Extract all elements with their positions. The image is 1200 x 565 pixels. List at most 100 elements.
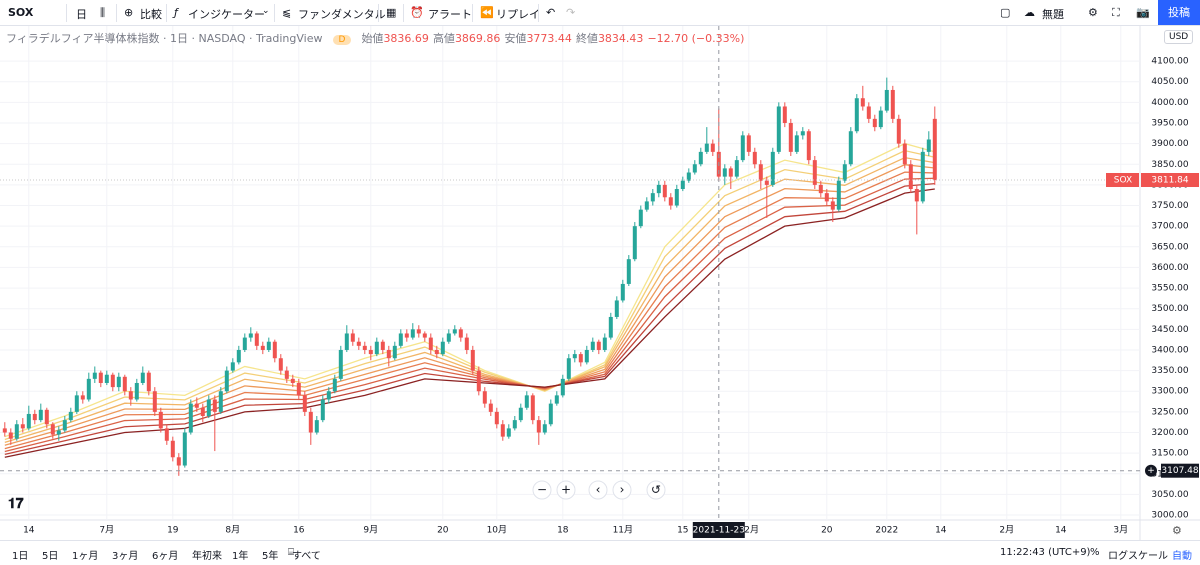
- candle-body: [470, 349, 475, 371]
- settings[interactable]: ⚙: [1088, 6, 1098, 19]
- alert[interactable]: アラート: [428, 8, 472, 21]
- candle-body: [800, 131, 805, 136]
- range-button[interactable]: 年初来: [192, 551, 222, 562]
- y-tick-label: 3900.00: [1151, 139, 1188, 149]
- candle-body: [410, 329, 415, 338]
- range-button[interactable]: 5日: [42, 551, 59, 562]
- percent-toggle[interactable]: %: [1090, 547, 1100, 558]
- separator: [378, 4, 379, 22]
- range-button[interactable]: 3ヶ月: [112, 551, 139, 562]
- nav-button[interactable]: [556, 480, 576, 500]
- candle-body: [722, 168, 727, 177]
- x-tick-label: 16: [293, 526, 305, 536]
- candle-body: [230, 362, 235, 371]
- candle-body: [584, 349, 589, 363]
- candle-body: [50, 424, 55, 435]
- indicators[interactable]: インジケーター: [188, 8, 265, 21]
- candle-body: [338, 349, 343, 379]
- undo[interactable]: ↶: [546, 6, 556, 19]
- y-tick-label: 3150.00: [1151, 449, 1188, 459]
- candle-body: [878, 110, 883, 128]
- replay[interactable]: リプレイ: [496, 8, 540, 21]
- candle-body: [14, 424, 19, 439]
- nav-button[interactable]: [588, 480, 608, 500]
- nav-button[interactable]: [646, 480, 666, 500]
- symbol[interactable]: SOX: [8, 6, 34, 19]
- candle-body: [200, 407, 205, 416]
- candle-body: [554, 395, 559, 404]
- candle-body: [524, 395, 529, 408]
- chart-type-icon[interactable]: ⫼: [100, 6, 106, 19]
- legend-value: 3773.44: [526, 32, 572, 45]
- x-tick-label: 15: [677, 526, 688, 536]
- separator: [472, 4, 473, 22]
- range-button[interactable]: 1ヶ月: [72, 551, 99, 562]
- replay-icon: ⏪: [480, 6, 494, 19]
- separator: [274, 4, 275, 22]
- candle-body: [824, 193, 829, 202]
- candle-body: [392, 345, 397, 359]
- candle-body: [74, 395, 79, 412]
- nav-icon: −: [537, 483, 547, 497]
- candle-body: [908, 164, 913, 190]
- candle-body: [566, 358, 571, 379]
- range-button[interactable]: すべて: [292, 551, 321, 562]
- snapshot[interactable]: 📷: [1136, 6, 1150, 19]
- log-toggle[interactable]: ログスケール: [1108, 551, 1168, 562]
- fullscreen[interactable]: ⛶: [1112, 6, 1120, 19]
- fullscreen-box[interactable]: ▢: [1000, 6, 1011, 19]
- candle-body: [218, 391, 223, 412]
- dropdown-icon: ⌄: [262, 6, 270, 16]
- candle-body: [734, 160, 739, 177]
- candle-body: [98, 372, 103, 383]
- y-tick-label: 3450.00: [1151, 325, 1188, 335]
- legend: フィラデルフィア半導体株指数 · 1日 · NASDAQ · TradingVi…: [6, 30, 748, 46]
- currency[interactable]: USD: [1164, 30, 1194, 44]
- y-tick-label: 3300.00: [1151, 387, 1188, 397]
- ribbon-line: [4, 171, 935, 450]
- candle-body: [92, 372, 97, 379]
- axis-settings[interactable]: ⚙: [1172, 524, 1182, 537]
- candle-body: [842, 164, 847, 181]
- candle-body: [692, 164, 697, 173]
- range-button[interactable]: 5年: [262, 551, 279, 562]
- candle-body: [128, 391, 133, 400]
- candle-body: [386, 349, 391, 359]
- candle-body: [62, 420, 67, 431]
- publish-button[interactable]: 投稿: [1158, 0, 1200, 25]
- candle-body: [758, 164, 763, 181]
- date-range-icon[interactable]: ⌸: [288, 547, 294, 558]
- candle-body: [812, 160, 817, 185]
- candle-body: [614, 300, 619, 317]
- add-alert[interactable]: [1145, 464, 1157, 477]
- compare[interactable]: 比較: [140, 8, 162, 21]
- compare-icon: ⊕: [124, 6, 134, 19]
- candle-body: [182, 432, 187, 466]
- legend-label: 始値: [361, 32, 384, 45]
- candle-body: [782, 106, 787, 123]
- fundamentals[interactable]: ファンダメンタル: [298, 8, 386, 21]
- nav-button[interactable]: [612, 480, 632, 500]
- range-button[interactable]: 1日: [12, 551, 29, 562]
- candle-body: [872, 118, 877, 128]
- auto-toggle[interactable]: 自動: [1172, 551, 1192, 562]
- candle-body: [518, 407, 523, 421]
- layout-icon[interactable]: ▦: [386, 6, 397, 19]
- layout-name[interactable]: 無題: [1042, 8, 1064, 21]
- candle-body: [326, 391, 331, 400]
- ribbon-line: [4, 177, 935, 453]
- nav-icon: +: [561, 483, 571, 497]
- candle-body: [896, 118, 901, 144]
- redo[interactable]: ↷: [566, 6, 576, 19]
- nav-button[interactable]: [532, 480, 552, 500]
- legend-value: 3834.43: [597, 32, 644, 45]
- candle-body: [80, 395, 85, 400]
- x-tick-label: 11月: [613, 525, 633, 536]
- range-button[interactable]: 1年: [232, 551, 249, 562]
- candle-body: [632, 226, 637, 260]
- range-button[interactable]: 6ヶ月: [152, 551, 179, 562]
- interval[interactable]: 日: [76, 8, 87, 21]
- candle-body: [602, 337, 607, 350]
- legend-title: フィラデルフィア半導体株指数 · 1日 · NASDAQ · TradingVi…: [6, 32, 323, 45]
